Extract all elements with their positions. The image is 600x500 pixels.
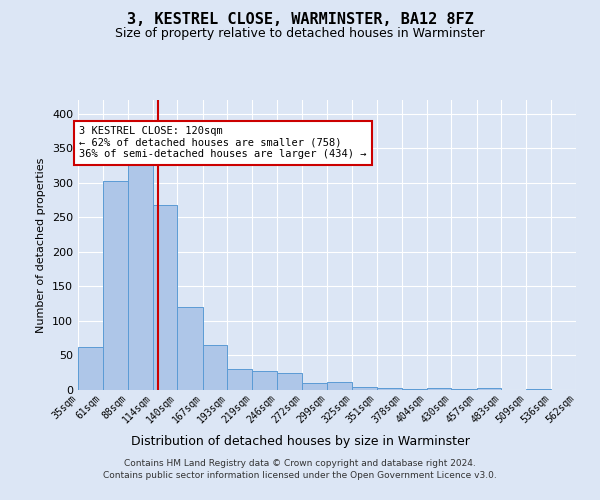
Y-axis label: Number of detached properties: Number of detached properties <box>37 158 46 332</box>
Bar <box>526 388 551 390</box>
Text: Contains HM Land Registry data © Crown copyright and database right 2024.
Contai: Contains HM Land Registry data © Crown c… <box>103 458 497 480</box>
Bar <box>427 388 451 390</box>
Bar <box>302 383 328 390</box>
Text: Size of property relative to detached houses in Warminster: Size of property relative to detached ho… <box>115 28 485 40</box>
Bar <box>203 345 227 390</box>
Bar <box>402 388 427 390</box>
Bar <box>152 205 177 390</box>
Text: 3 KESTREL CLOSE: 120sqm
← 62% of detached houses are smaller (758)
36% of semi-d: 3 KESTREL CLOSE: 120sqm ← 62% of detache… <box>79 126 367 160</box>
Bar <box>352 386 377 390</box>
Bar <box>252 370 277 390</box>
Bar <box>177 307 203 390</box>
Bar <box>377 388 402 390</box>
Bar <box>477 388 502 390</box>
Text: Distribution of detached houses by size in Warminster: Distribution of detached houses by size … <box>131 435 469 448</box>
Bar <box>576 388 600 390</box>
Text: 3, KESTREL CLOSE, WARMINSTER, BA12 8FZ: 3, KESTREL CLOSE, WARMINSTER, BA12 8FZ <box>127 12 473 28</box>
Bar <box>103 181 128 390</box>
Bar <box>451 388 477 390</box>
Bar <box>277 372 302 390</box>
Bar <box>128 162 152 390</box>
Bar <box>78 347 103 390</box>
Bar <box>328 382 352 390</box>
Bar <box>227 370 252 390</box>
